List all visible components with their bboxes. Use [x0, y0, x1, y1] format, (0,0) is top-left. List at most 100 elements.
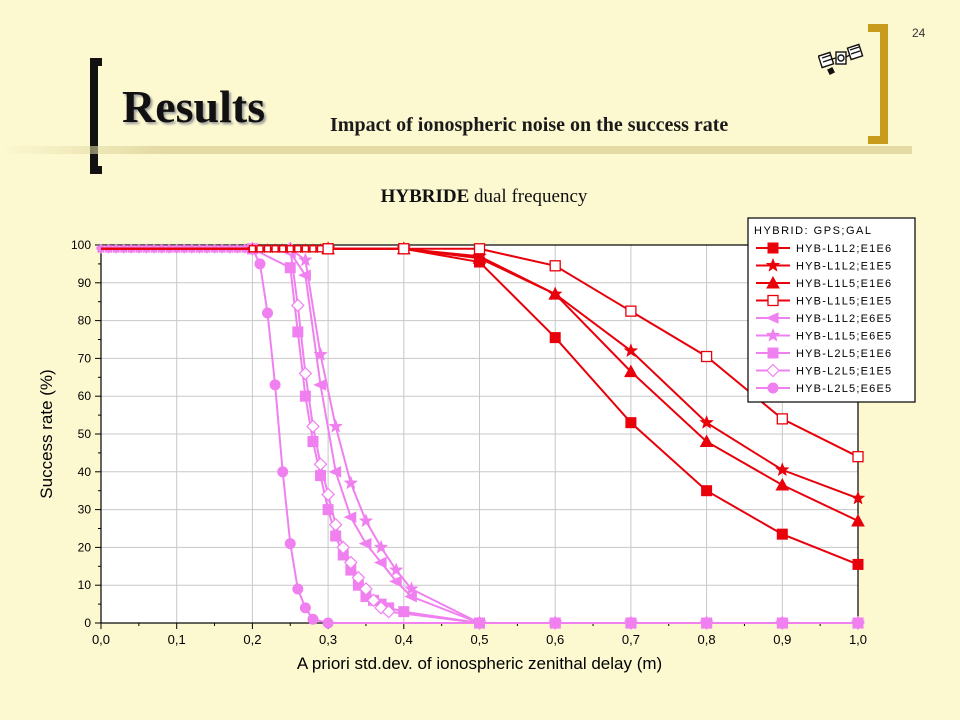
data-point: [254, 258, 266, 270]
data-point: [623, 343, 639, 358]
right-bracket-decoration: [868, 24, 888, 144]
data-point: [328, 466, 342, 478]
data-point: [701, 485, 713, 497]
data-point: [700, 350, 713, 363]
x-tick-label: 0,5: [470, 632, 488, 647]
data-point: [701, 617, 713, 629]
data-point: [336, 540, 351, 555]
data-point: [343, 555, 358, 570]
data-point: [263, 245, 272, 253]
data-point: [307, 436, 319, 448]
x-tick-label: 0,6: [546, 632, 564, 647]
data-point: [851, 513, 865, 527]
y-tick-label: 40: [78, 465, 92, 479]
x-tick-label: 0,9: [773, 632, 791, 647]
title-underline-bar: [0, 146, 912, 154]
data-point: [351, 570, 366, 585]
data-point: [271, 245, 279, 253]
data-point: [767, 294, 779, 307]
data-point: [624, 364, 638, 378]
data-point: [358, 537, 372, 550]
legend-entry: HYB-L2L5;E6E5: [796, 383, 892, 395]
data-point: [309, 245, 317, 253]
series-hyb-l2l5-e6e5: [97, 243, 864, 629]
data-point: [343, 511, 357, 523]
data-point: [548, 287, 563, 300]
legend-entry: HYB-L1L5;E1E5: [796, 296, 892, 308]
data-point: [474, 617, 485, 629]
x-tick-label: 1,0: [849, 632, 867, 647]
data-point: [298, 252, 313, 267]
data-point: [765, 327, 781, 342]
data-point: [776, 528, 788, 540]
x-axis-label: A priori std.dev. of ionospheric zenitha…: [297, 654, 662, 673]
data-point: [766, 363, 780, 378]
slide-title: Results: [122, 81, 266, 132]
data-point: [852, 617, 864, 629]
data-point: [767, 382, 779, 394]
data-point: [298, 366, 313, 381]
y-tick-label: 20: [78, 540, 92, 554]
data-point: [292, 326, 304, 338]
data-point: [766, 275, 780, 289]
data-point: [299, 602, 311, 614]
data-point: [359, 582, 373, 596]
data-point: [313, 346, 328, 361]
data-point: [307, 613, 319, 625]
y-tick-label: 70: [78, 351, 92, 365]
legend-entry: HYB-L1L5;E6E5: [796, 331, 892, 343]
data-point: [625, 305, 637, 317]
legend-entry: HYB-L1L2;E1E6: [796, 243, 892, 255]
data-point: [292, 583, 304, 595]
legend-entry: HYB-L1L2;E1E5: [796, 261, 892, 273]
data-point: [549, 260, 561, 272]
data-point: [765, 312, 779, 324]
data-point: [381, 604, 396, 619]
y-tick-label: 50: [78, 427, 92, 441]
data-point: [398, 606, 410, 618]
legend-entry: HYB-L2L5;E1E5: [796, 366, 892, 378]
data-point: [284, 538, 296, 550]
legend-entry: HYB-L2L5;E1E6: [796, 348, 892, 360]
data-point: [313, 457, 328, 472]
data-point: [472, 251, 487, 264]
data-point: [373, 539, 389, 554]
data-point: [279, 245, 287, 253]
y-tick-label: 100: [71, 238, 91, 252]
data-point: [549, 332, 561, 344]
x-tick-label: 0,1: [168, 632, 186, 647]
data-point: [313, 379, 327, 391]
data-point: [321, 487, 335, 502]
data-point: [776, 413, 788, 425]
data-point: [765, 257, 781, 272]
data-point: [404, 581, 419, 596]
data-point: [343, 475, 359, 490]
chart-heading: HYBRIDE dual frequency: [0, 186, 960, 208]
y-tick-label: 80: [78, 314, 92, 328]
data-point: [322, 243, 334, 255]
data-point: [358, 513, 374, 528]
data-point: [322, 617, 334, 629]
legend-title: HYBRID: GPS;GAL: [754, 225, 872, 237]
data-point: [473, 243, 486, 255]
data-point: [322, 504, 334, 516]
data-point: [699, 414, 714, 429]
y-tick-label: 90: [78, 276, 92, 290]
data-point: [373, 556, 387, 569]
data-point: [286, 245, 294, 253]
legend-entry: HYB-L1L5;E1E6: [796, 278, 892, 290]
data-point: [699, 434, 714, 448]
legend-entry: HYB-L1L2;E6E5: [796, 313, 892, 325]
data-point: [625, 417, 637, 429]
data-point: [262, 307, 274, 319]
chart-legend: HYBRID: GPS;GAL HYB-L1L2;E1E6 HYB-L1L2;E1E…: [747, 217, 916, 403]
data-point: [299, 390, 311, 402]
x-tick-label: 0,0: [92, 632, 110, 647]
data-point: [328, 517, 343, 532]
y-axis-label: Success rate (%): [37, 369, 56, 498]
chart-heading-rest: dual frequency: [469, 186, 588, 207]
data-point: [775, 477, 790, 491]
data-point: [256, 245, 264, 253]
data-point: [294, 245, 302, 253]
